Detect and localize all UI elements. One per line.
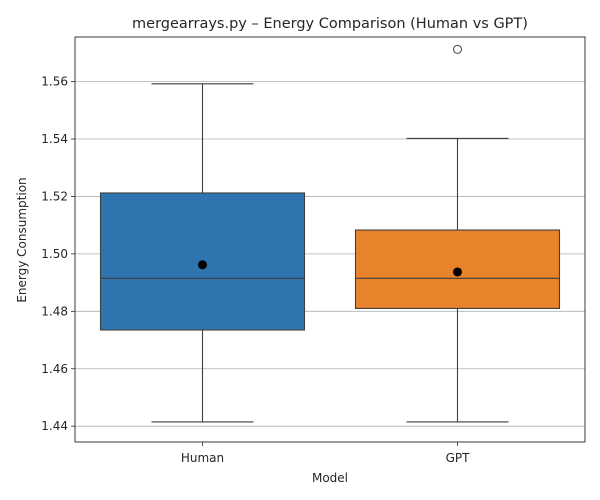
y-tick-label: 1.52 bbox=[41, 189, 68, 203]
y-tick-label: 1.54 bbox=[41, 132, 68, 146]
mean-marker bbox=[453, 267, 462, 277]
chart-title: mergearrays.py – Energy Comparison (Huma… bbox=[132, 16, 528, 32]
outlier-point bbox=[453, 44, 462, 54]
mean-marker bbox=[198, 260, 207, 270]
y-tick-label: 1.44 bbox=[41, 419, 68, 433]
y-tick-label: 1.50 bbox=[41, 247, 68, 261]
axes: 1.44 1.46 1.48 1.50 1.52 1.54 1.56 Human GPT bbox=[41, 36, 586, 465]
box-group-gpt bbox=[354, 44, 561, 423]
x-tick-label: GPT bbox=[446, 451, 471, 465]
box-group-human bbox=[99, 83, 306, 423]
y-axis-label: Energy Consumption bbox=[15, 177, 29, 302]
y-tick-label: 1.48 bbox=[41, 304, 68, 318]
x-tick-label: Human bbox=[181, 451, 224, 465]
x-axis-label: Model bbox=[312, 471, 348, 485]
boxes bbox=[99, 44, 561, 423]
y-tick-label: 1.46 bbox=[41, 362, 68, 376]
y-tick-label: 1.56 bbox=[41, 75, 68, 89]
axes-frame bbox=[74, 36, 586, 443]
